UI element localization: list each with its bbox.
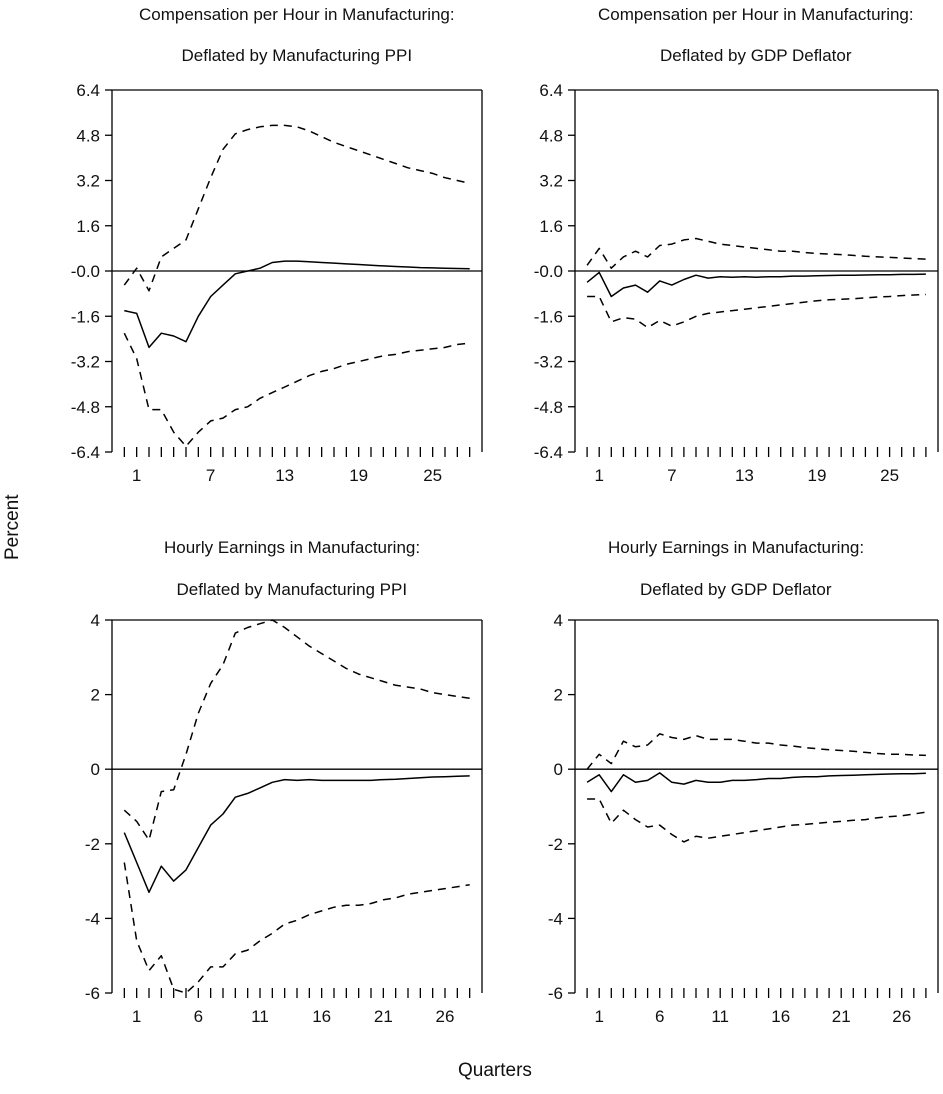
y-tick-label: 3.2 [539,172,563,191]
y-tick-label: -0.0 [71,262,100,281]
chart-title: Compensation per Hour in Manufacturing: [139,5,455,24]
y-tick-label: 2 [91,686,100,705]
confidence-band-line [123,862,470,994]
y-tick-label: -6 [548,984,563,1003]
y-tick-label: -0.0 [534,262,563,281]
confidence-band-line [586,237,926,269]
y-tick-label: -6.4 [534,443,563,462]
chart-title: Hourly Earnings in Manufacturing: [608,538,865,557]
chart-title: Hourly Earnings in Manufacturing: [164,538,421,557]
x-tick-label: 11 [711,1007,729,1026]
y-tick-label: -4.8 [71,398,100,417]
x-tick-label: 19 [808,466,827,485]
x-tick-label: 6 [655,1007,664,1026]
x-tick-label: 1 [594,1007,603,1026]
x-tick-label: 1 [594,466,603,485]
chart-title: Compensation per Hour in Manufacturing: [598,5,914,24]
y-tick-label: 0 [91,760,100,779]
x-tick-label: 13 [735,466,754,485]
impulse-response-line [124,260,470,349]
x-tick-label: 13 [275,466,294,485]
y-tick-label: 4 [554,611,563,630]
y-tick-label: -6 [85,984,100,1003]
x-tick-label: 25 [423,466,442,485]
y-tick-label: -4.8 [534,398,563,417]
y-tick-label: 6.4 [76,81,100,100]
confidence-band-line [587,293,926,329]
x-tick-label: 19 [349,466,368,485]
x-tick-label: 1 [132,1007,141,1026]
x-tick-label: 16 [312,1007,331,1026]
y-tick-label: -3.2 [534,353,563,372]
confidence-band-line [587,798,927,843]
x-axis-title: Quarters [458,1060,532,1081]
y-tick-label: 6.4 [539,81,563,100]
chart-subtitle: Deflated by Manufacturing PPI [181,46,413,65]
y-tick-label: -4 [548,909,563,928]
y-tick-label: -1.6 [534,307,563,326]
y-tick-label: 3.2 [76,172,100,191]
chart-subtitle: Deflated by Manufacturing PPI [176,580,408,599]
confidence-band-line [586,733,926,770]
y-tick-label: 4 [91,611,100,630]
confidence-band-line [123,124,470,292]
x-tick-label: 26 [892,1007,911,1026]
y-tick-label: -4 [85,909,100,928]
y-tick-label: 1.6 [539,217,563,236]
x-tick-label: 1 [132,466,141,485]
impulse-response-line [123,775,470,894]
x-tick-label: 16 [771,1007,790,1026]
y-tick-label: 4.8 [76,126,100,145]
chart-subtitle: Deflated by GDP Deflator [660,46,852,65]
y-tick-label: 2 [554,686,563,705]
impulse-response-line [586,271,926,298]
y-tick-label: -2 [548,835,563,854]
impulse-response-line [586,772,926,793]
y-tick-label: -3.2 [71,353,100,372]
chart-subtitle: Deflated by GDP Deflator [640,580,832,599]
confidence-band-line [123,619,470,841]
x-tick-label: 7 [667,466,676,485]
y-tick-label: -6.4 [71,443,100,462]
x-tick-label: 26 [436,1007,455,1026]
x-tick-label: 7 [206,466,215,485]
x-tick-label: 21 [832,1007,851,1026]
x-tick-label: 11 [251,1007,269,1026]
y-tick-label: 0 [554,760,563,779]
x-tick-label: 21 [374,1007,393,1026]
y-tick-label: -1.6 [71,307,100,326]
confidence-band-line [123,332,470,448]
x-tick-label: 6 [194,1007,203,1026]
x-tick-label: 25 [880,466,899,485]
y-tick-label: 1.6 [76,217,100,236]
y-tick-label: 4.8 [539,126,563,145]
y-tick-label: -2 [85,835,100,854]
